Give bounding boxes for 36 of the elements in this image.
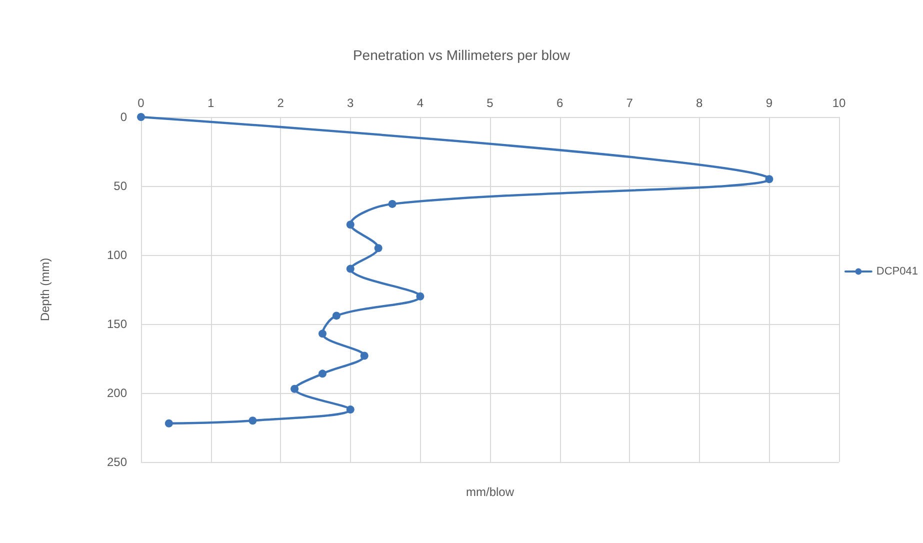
point: [346, 406, 354, 414]
y-tick-label: 50: [114, 179, 128, 193]
x-tick-label: 4: [416, 96, 424, 110]
y-tick-label: 150: [106, 317, 128, 331]
x-tick-label: 1: [207, 96, 214, 110]
x-tick-label: 2: [277, 96, 284, 110]
x-tick-label: 9: [766, 96, 773, 110]
chart-title: Penetration vs Millimeters per blow: [352, 47, 571, 63]
x-tick-label: 0: [138, 96, 145, 110]
point: [248, 416, 257, 425]
point: [332, 312, 340, 320]
point: [388, 200, 396, 208]
legend-label: DCP041: [876, 266, 918, 278]
y-axis-title: Depth (mm): [38, 258, 52, 322]
point: [374, 244, 382, 252]
y-tick-label: 200: [106, 386, 128, 400]
y-tick-label: 0: [120, 110, 128, 124]
x-tick-label: 5: [486, 96, 494, 110]
point: [164, 419, 173, 428]
x-tick-label: 10: [832, 96, 846, 110]
point: [360, 352, 368, 360]
point: [290, 384, 299, 393]
x-tick-label: 7: [626, 96, 634, 110]
point: [318, 370, 326, 378]
x-tick-label: 3: [347, 96, 354, 110]
point: [346, 220, 354, 229]
point: [416, 292, 424, 300]
point: [137, 113, 145, 121]
x-tick-label: 6: [556, 96, 564, 110]
y-tick-label: 100: [106, 248, 128, 262]
y-tick-label: 250: [106, 455, 128, 469]
point: [318, 330, 326, 338]
point: [765, 175, 774, 184]
point: [346, 264, 354, 273]
x-tick-label: 8: [696, 96, 704, 110]
x-axis-title: mm/blow: [466, 485, 514, 499]
